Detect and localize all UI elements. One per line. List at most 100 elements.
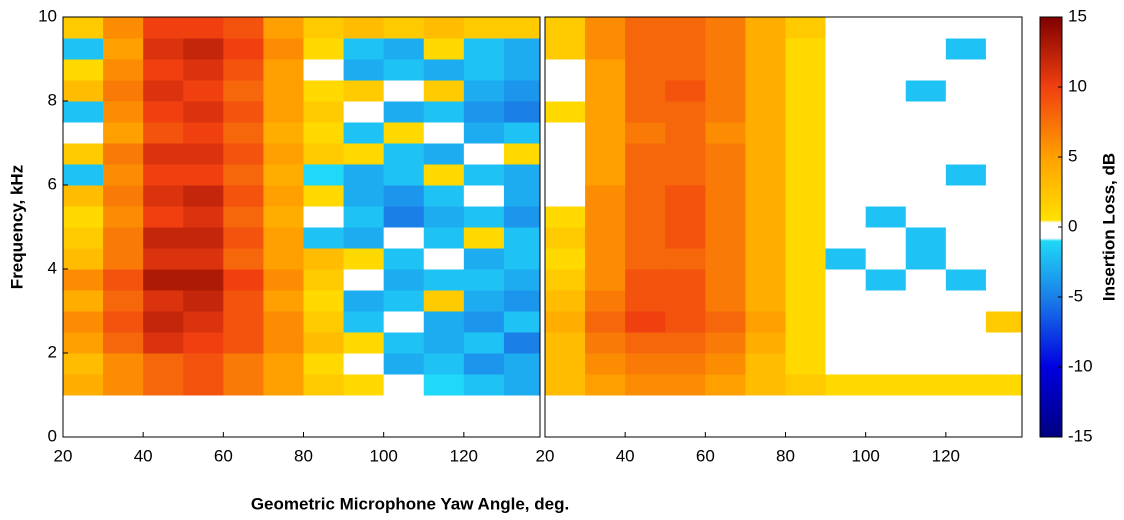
x-tick-label: 60 <box>214 446 233 465</box>
heatmap-cell <box>585 248 626 270</box>
heatmap-cell <box>665 290 706 312</box>
heatmap-cell <box>423 80 465 102</box>
heatmap-cell <box>503 227 540 249</box>
heatmap-cell <box>825 122 867 144</box>
heatmap-cell <box>625 38 666 60</box>
y-axis-label: Frequency, kHz <box>7 165 26 289</box>
heatmap-cell <box>263 290 305 312</box>
x-tick-label: 40 <box>134 446 153 465</box>
heatmap-cell <box>183 101 224 123</box>
heatmap-cell <box>103 353 144 375</box>
colorbar-tick-label: 0 <box>1068 216 1077 235</box>
heatmap-cell <box>945 38 987 60</box>
heatmap-cell <box>423 353 465 375</box>
heatmap-cell <box>63 290 104 312</box>
heatmap <box>545 17 1022 396</box>
heatmap-cell <box>303 101 345 123</box>
heatmap-cell <box>705 290 746 312</box>
heatmap-cell <box>183 164 224 186</box>
heatmap-cell <box>905 353 947 375</box>
heatmap-cell <box>865 353 907 375</box>
heatmap-cell <box>985 248 1022 270</box>
heatmap-cell <box>545 17 586 39</box>
heatmap-cell <box>343 59 385 81</box>
heatmap-cell <box>503 122 540 144</box>
heatmap-cell <box>263 101 305 123</box>
heatmap-cell <box>785 353 827 375</box>
heatmap-cell <box>63 353 104 375</box>
heatmap-cell <box>825 227 867 249</box>
heatmap-cell <box>665 353 706 375</box>
heatmap-cell <box>223 290 264 312</box>
heatmap-cell <box>463 17 505 39</box>
colorbar-tick-label: -15 <box>1068 426 1093 445</box>
heatmap-cell <box>945 143 987 165</box>
heatmap-cell <box>463 185 505 207</box>
heatmap-cell <box>263 227 305 249</box>
heatmap-cell <box>665 248 706 270</box>
heatmap-cell <box>103 269 144 291</box>
heatmap-cell <box>905 38 947 60</box>
plot-frame <box>62 16 541 438</box>
heatmap-cell <box>303 206 345 228</box>
heatmap-cell <box>383 164 425 186</box>
heatmap-cell <box>825 59 867 81</box>
heatmap-cell <box>183 17 224 39</box>
heatmap-cell <box>383 332 425 354</box>
heatmap-cell <box>183 206 224 228</box>
heatmap-cell <box>303 311 345 333</box>
heatmap-cell <box>625 17 666 39</box>
heatmap-cell <box>303 332 345 354</box>
heatmap-cell <box>63 17 104 39</box>
heatmap-cell <box>103 122 144 144</box>
heatmap-cell <box>905 101 947 123</box>
heatmap-cell <box>625 311 666 333</box>
heatmap-cell <box>223 80 264 102</box>
y-tick-label: 10 <box>38 6 57 25</box>
heatmap-cell <box>745 80 787 102</box>
heatmap-cell <box>985 290 1022 312</box>
heatmap-cell <box>825 248 867 270</box>
heatmap-cell <box>625 332 666 354</box>
heatmap-cell <box>945 332 987 354</box>
heatmap-cell <box>383 269 425 291</box>
heatmap-cell <box>745 101 787 123</box>
heatmap-cell <box>585 353 626 375</box>
heatmap-cell <box>263 332 305 354</box>
heatmap-cell <box>705 101 746 123</box>
heatmap-cell <box>343 143 385 165</box>
heatmap-cell <box>585 17 626 39</box>
heatmap-cell <box>865 332 907 354</box>
y-tick-label: 8 <box>48 90 57 109</box>
heatmap-cell <box>985 59 1022 81</box>
heatmap-cell <box>745 185 787 207</box>
heatmap-cell <box>223 38 264 60</box>
heatmap-cell <box>945 101 987 123</box>
heatmap-cell <box>825 80 867 102</box>
heatmap-cell <box>263 185 305 207</box>
heatmap-cell <box>503 374 540 396</box>
heatmap-cell <box>905 17 947 39</box>
x-tick-label: 80 <box>294 446 313 465</box>
heatmap-cell <box>625 353 666 375</box>
heatmap-cell <box>985 206 1022 228</box>
heatmap-cell <box>263 164 305 186</box>
heatmap-cell <box>945 353 987 375</box>
heatmap-cell <box>503 59 540 81</box>
x-tick-label: 80 <box>776 446 795 465</box>
heatmap-cell <box>463 248 505 270</box>
heatmap-cell <box>705 269 746 291</box>
heatmap-cell <box>303 374 345 396</box>
heatmap-cell <box>905 80 947 102</box>
heatmap-cell <box>985 332 1022 354</box>
heatmap-cell <box>503 185 540 207</box>
heatmap-cell <box>665 332 706 354</box>
heatmap-cell <box>343 269 385 291</box>
heatmap-cell <box>263 269 305 291</box>
heatmap-cell <box>343 122 385 144</box>
heatmap-cell <box>63 101 104 123</box>
heatmap-cell <box>865 185 907 207</box>
heatmap-cell <box>865 143 907 165</box>
heatmap-cell <box>545 227 586 249</box>
heatmap-cell <box>785 38 827 60</box>
